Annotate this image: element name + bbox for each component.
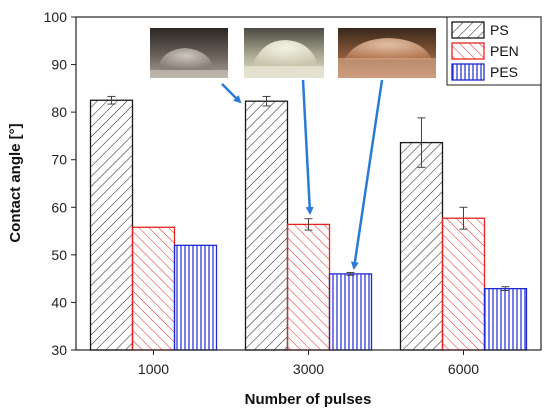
droplet-photo-pen	[244, 28, 324, 78]
y-tick-label: 50	[51, 247, 67, 263]
x-axis-title: Number of pulses	[245, 391, 372, 408]
x-tick-label: 6000	[448, 361, 479, 377]
arrow-pes-photo	[350, 79, 384, 270]
bar-pes-1000	[173, 244, 218, 351]
bar-pen-6000	[441, 217, 486, 351]
bar-pes-3000	[328, 273, 373, 351]
error-bar-ps-1000	[107, 95, 116, 105]
error-bar-pes-6000	[501, 286, 510, 292]
arrow-pen-photo	[301, 79, 314, 215]
bar-ps-3000	[244, 100, 289, 351]
droplet-photo-ps	[150, 28, 228, 78]
y-axis: 30 40 50 60 70 80 90 100	[44, 9, 76, 358]
bar-ps-6000	[399, 141, 444, 351]
y-tick-label: 30	[51, 342, 67, 358]
legend-swatch-pes	[451, 63, 485, 81]
y-tick-label: 70	[51, 152, 67, 168]
legend-label-pes: PES	[490, 64, 518, 80]
bar-pen-1000	[131, 226, 176, 351]
legend-swatch-ps	[451, 21, 485, 39]
legend: PS PEN PES	[446, 16, 542, 86]
error-bar-ps-6000	[417, 117, 426, 168]
y-tick-label: 80	[51, 104, 67, 120]
y-tick-label: 90	[51, 57, 67, 73]
y-tick-label: 100	[44, 9, 68, 25]
bar-ps-1000	[89, 99, 134, 351]
x-axis: 1000 3000 6000	[138, 350, 479, 377]
error-bar-group	[107, 95, 510, 292]
droplet-photo-pes	[338, 28, 436, 78]
error-bar-pes-3000	[346, 271, 355, 276]
x-tick-label: 1000	[138, 361, 169, 377]
y-tick-label: 40	[51, 294, 67, 310]
bar-group	[89, 99, 528, 351]
error-bar-ps-3000	[262, 95, 271, 107]
x-tick-label: 3000	[293, 361, 324, 377]
y-tick-label: 60	[51, 199, 67, 215]
bar-pen-3000	[286, 223, 331, 351]
bar-pes-6000	[483, 287, 528, 351]
legend-label-pen: PEN	[490, 43, 519, 59]
error-bar-pen-6000	[459, 206, 468, 230]
legend-label-ps: PS	[490, 22, 509, 38]
legend-swatch-pen	[451, 42, 485, 60]
arrow-ps-photo	[221, 83, 242, 104]
error-bar-pen-3000	[304, 218, 313, 231]
y-axis-title: Contact angle [°]	[7, 123, 24, 242]
